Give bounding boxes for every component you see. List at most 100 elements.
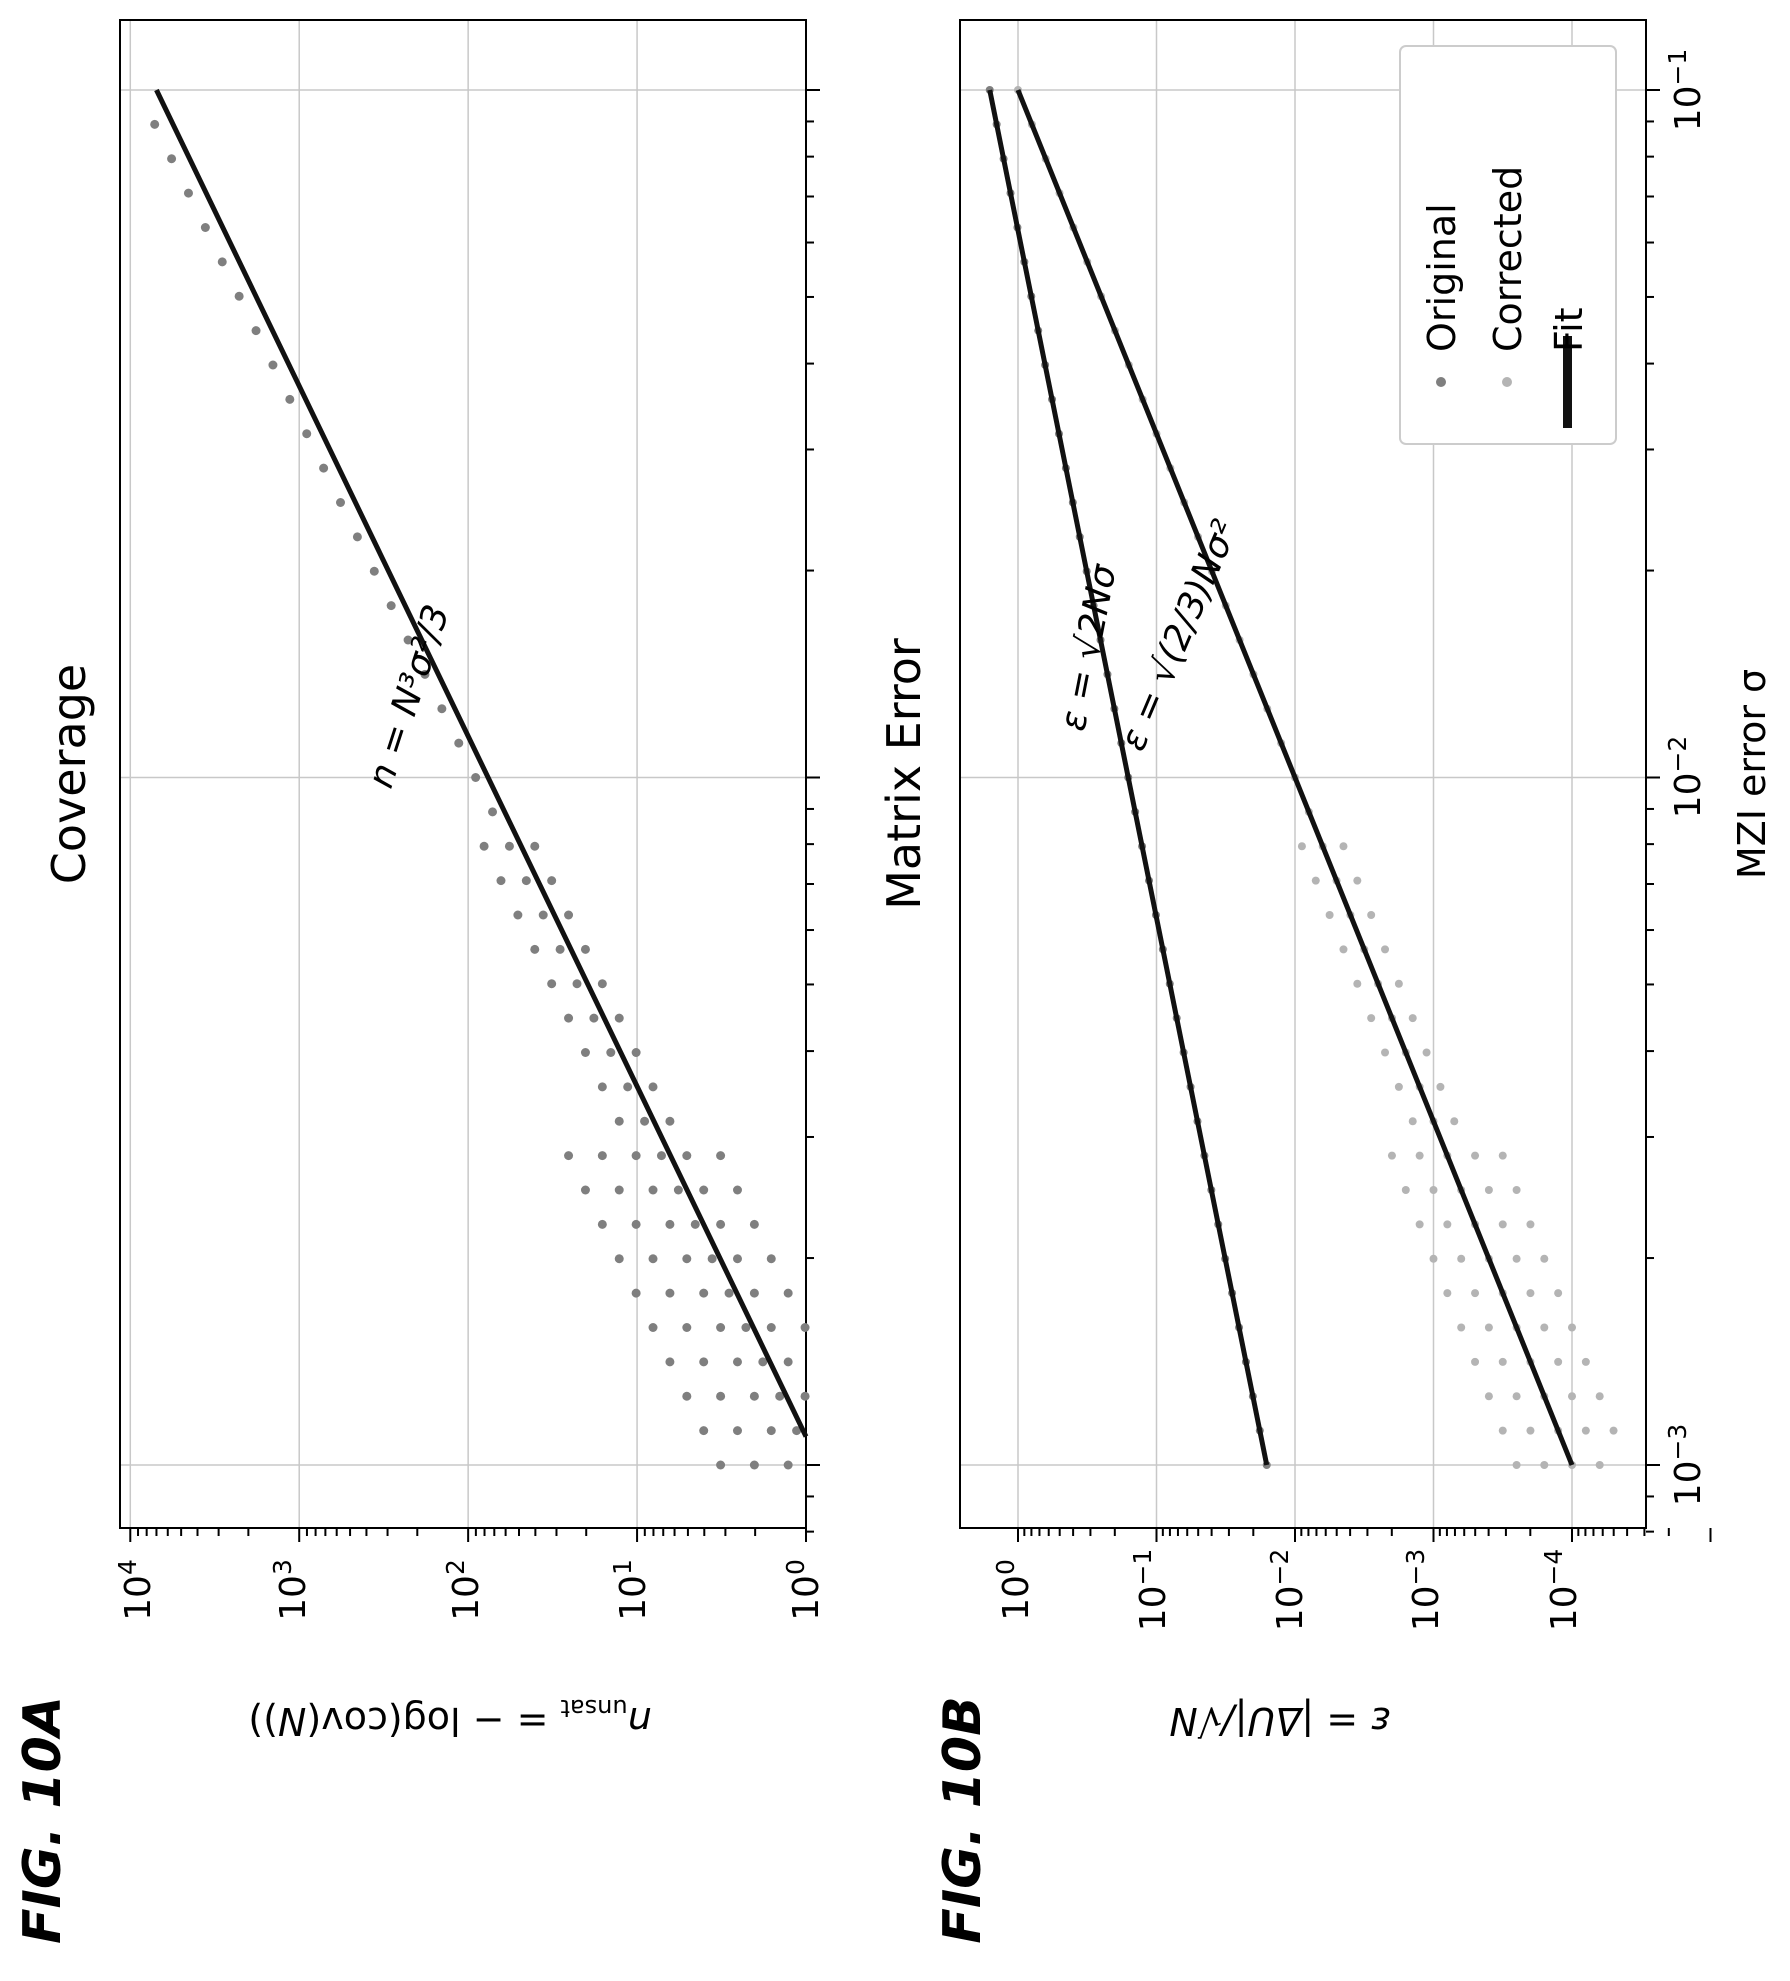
panel-b-fit-line-quadratic (1015, 89, 1575, 1466)
panel-a-original-point (800, 1323, 810, 1332)
panel-b-corrected-point (1484, 1323, 1493, 1332)
panel-b-corrected-point (1540, 1461, 1549, 1469)
panel-a-original-point (488, 807, 498, 817)
panel-a-original-point (699, 1288, 709, 1298)
panel-b-marks (985, 86, 1618, 1469)
panel-b-xtick-1e-3: 10−3 (1663, 1424, 1709, 1507)
panel-b-corrected-point (1512, 1186, 1521, 1194)
panel-b-ytick-1e-4: 10−4 (1539, 1549, 1585, 1632)
panel-b-corrected-point (1568, 1323, 1576, 1332)
panel-a-original-point (741, 1323, 751, 1332)
panel-b-corrected-point (1595, 1461, 1604, 1469)
panel-a-original-point (167, 154, 177, 164)
panel-a-original-point (285, 394, 295, 404)
panel-b-corrected-point (1325, 911, 1334, 919)
panel-b-xtick-1e-2: 10−2 (1663, 736, 1709, 819)
panel-a-original-point (749, 1391, 759, 1401)
panel-a-original-point (420, 669, 430, 679)
panel-a-original-point (251, 326, 261, 336)
panel-a-original-point (673, 1185, 683, 1195)
legend-fit-label: Fit (1547, 307, 1591, 352)
panel-b-corrected-point (1471, 1151, 1480, 1160)
panel-b-corrected-point (1436, 1082, 1445, 1091)
panel-a-original-point (369, 566, 379, 576)
panel-a-original-point (454, 738, 464, 748)
legend-original-label: Original (1420, 203, 1464, 352)
panel-b-corrected-point (1429, 1186, 1438, 1194)
panel-b-corrected-point (1609, 1426, 1618, 1435)
panel-a-original-point (631, 1288, 641, 1298)
panel-a: Coverage n = N³σ²/3 104 103 102 101 100 … (13, 19, 827, 1944)
panel-b-corrected-point (1381, 945, 1390, 954)
panel-a-marks (150, 88, 810, 1470)
panel-b-ytick-1e-1: 10−1 (1128, 1549, 1174, 1632)
panel-b-corrected-point (1526, 1426, 1535, 1435)
panel-a-original-point (352, 532, 362, 542)
legend-fit-marker (1563, 336, 1572, 428)
panel-b-corrected-point (1339, 842, 1348, 851)
panel-a-original-point (716, 1323, 726, 1332)
panel-a-original-point (614, 1116, 624, 1126)
panel-a-original-point (665, 1219, 675, 1229)
panel-a-original-point (547, 876, 557, 886)
panel-a-original-point (614, 1185, 624, 1195)
panel-b-corrected-point (1568, 1392, 1576, 1401)
panel-b-corrected-point (1387, 1151, 1396, 1160)
panel-a-original-point (479, 841, 489, 851)
panel-a-original-point (724, 1288, 734, 1298)
panel-a-ytick-1e1: 101 (608, 1559, 654, 1621)
panel-a-original-point (640, 1116, 650, 1126)
panel-a-original-point (682, 1151, 692, 1161)
panel-a-original-point (589, 1013, 599, 1023)
panel-a-original-point (648, 1323, 658, 1332)
legend-corrected-label: Corrected (1486, 166, 1530, 352)
panel-b-fit-line-linear (987, 89, 1270, 1466)
panel-a-original-point (732, 1185, 742, 1195)
panel-a-original-point (572, 979, 582, 989)
panel-a-original-point (631, 1151, 641, 1161)
panel-a-original-point (783, 1460, 793, 1470)
panel-a-original-point (471, 773, 481, 782)
panel-a-grid (120, 20, 807, 1528)
panel-b-corrected-point (1512, 1254, 1521, 1263)
panel-b-corrected-point (1408, 1117, 1417, 1126)
panel-a-original-point (732, 1254, 742, 1264)
panel-a-original-point (732, 1357, 742, 1367)
panel-b-corrected-point (1339, 945, 1348, 954)
panel-a-original-point (665, 1357, 675, 1367)
panel-a-original-point (302, 429, 312, 439)
panel-a-original-point (766, 1426, 776, 1436)
panel-a-title: Coverage (42, 664, 96, 884)
panel-b-corrected-point (1498, 1426, 1507, 1435)
panel-a-frame (119, 19, 807, 1529)
panel-a-original-point (656, 1151, 666, 1161)
panel-a-original-point (716, 1460, 726, 1470)
panel-b-ytick-labels: 100 10−1 10−2 10−3 10−4 (991, 1549, 1585, 1632)
panel-a-original-point (521, 876, 531, 886)
panel-a-original-point (504, 841, 514, 851)
panel-a-original-point (665, 1288, 675, 1298)
panel-a-original-point (183, 188, 193, 198)
panel-b-xlabel: MZI error σ (1730, 669, 1774, 879)
panel-a-original-point (555, 944, 565, 954)
panel-a-original-point (775, 1391, 785, 1401)
panel-a-original-point (716, 1151, 726, 1161)
panel-b-corrected-point (1367, 911, 1376, 919)
panel-b-corrected-point (1353, 876, 1362, 885)
panel-b-corrected-point (1540, 1323, 1549, 1332)
panel-a-original-point (386, 601, 396, 611)
panel-b-corrected-point (1394, 1082, 1403, 1091)
panel-a-original-point (580, 944, 590, 954)
panel-a-original-point (732, 1426, 742, 1436)
panel-a-ytick-1e4: 104 (113, 1559, 159, 1621)
panel-a-original-point (564, 1151, 574, 1161)
panel-a-original-point (597, 1151, 607, 1161)
panel-a-original-point (648, 1082, 658, 1092)
panel-a-original-point (690, 1219, 700, 1229)
panel-a-original-point (682, 1254, 692, 1264)
panel-a-original-point (631, 1048, 641, 1057)
panel-a-original-point (597, 1219, 607, 1229)
panel-b-corrected-point (1367, 1014, 1376, 1023)
